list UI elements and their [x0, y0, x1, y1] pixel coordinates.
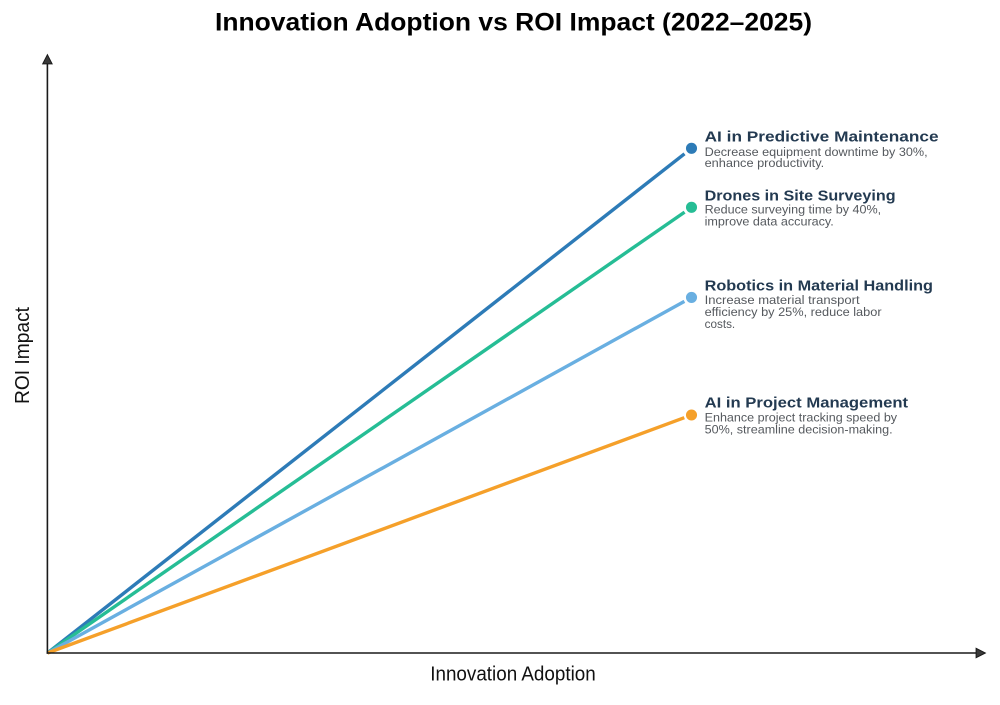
svg-text:Decrease equipment downtime by: Decrease equipment downtime by 30%, — [705, 145, 928, 159]
svg-text:Robotics in Material Handling: Robotics in Material Handling — [705, 278, 933, 294]
svg-text:enhance productivity.: enhance productivity. — [705, 156, 825, 170]
svg-text:Increase material transport: Increase material transport — [705, 293, 861, 307]
svg-text:ROI Impact: ROI Impact — [12, 307, 34, 404]
svg-text:AI in Project Management: AI in Project Management — [705, 396, 909, 412]
svg-text:Drones in Site Surveying: Drones in Site Surveying — [705, 188, 896, 204]
svg-text:Reduce surveying time by 40%,: Reduce surveying time by 40%, — [705, 203, 882, 217]
svg-text:Enhance project tracking speed: Enhance project tracking speed by — [705, 410, 898, 424]
svg-text:Innovation Adoption: Innovation Adoption — [430, 663, 596, 685]
svg-text:Innovation Adoption vs ROI Imp: Innovation Adoption vs ROI Impact (2022–… — [215, 10, 812, 37]
svg-text:AI in Predictive Maintenance: AI in Predictive Maintenance — [705, 130, 939, 146]
svg-text:50%, streamline decision-makin: 50%, streamline decision-making. — [705, 422, 893, 436]
svg-text:efficiency by 25%, reduce labo: efficiency by 25%, reduce labor — [705, 305, 882, 319]
svg-text:costs.: costs. — [705, 317, 736, 331]
svg-text:improve data accuracy.: improve data accuracy. — [705, 215, 834, 229]
